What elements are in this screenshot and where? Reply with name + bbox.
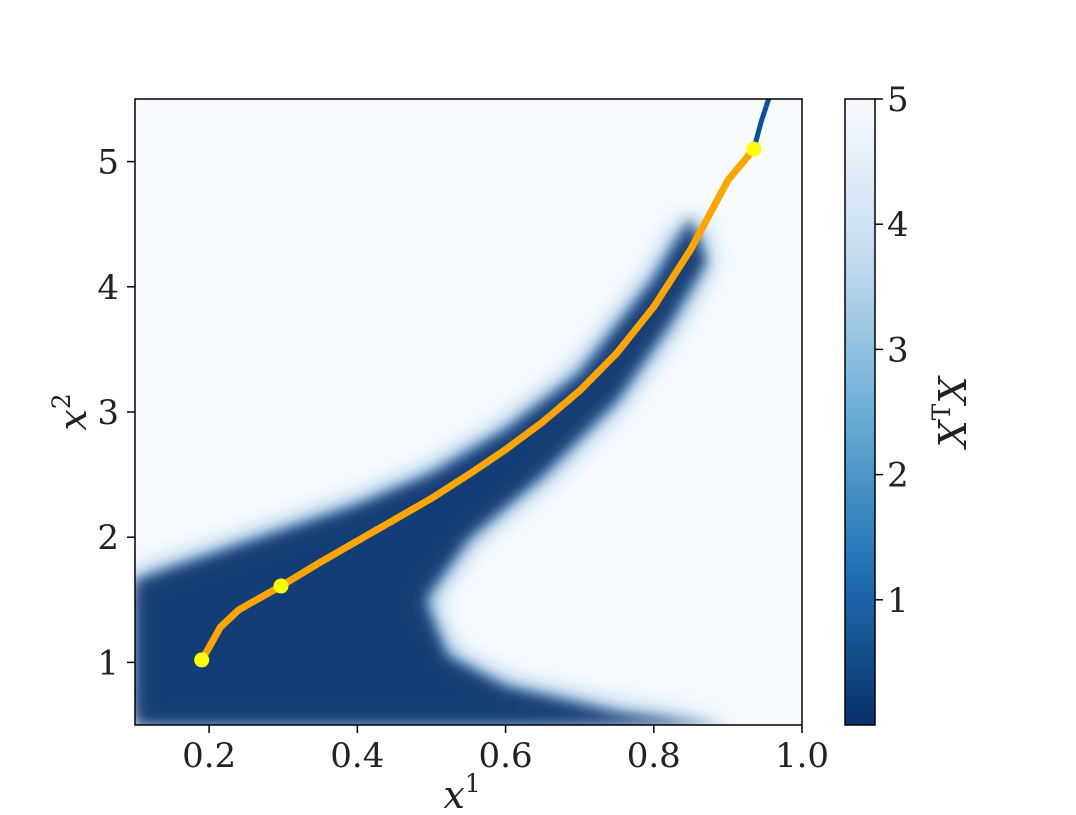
y-axis-label-base: x (51, 409, 95, 430)
colorbar: 1 2 3 4 5 XTX (844, 80, 975, 726)
heatmap-layer (135, 217, 728, 725)
colorbar-label-tail: X (931, 375, 975, 407)
series-layer (194, 99, 772, 668)
colorbar-label-base: X (931, 418, 975, 450)
y-tick-label: 4 (97, 268, 119, 308)
colorbar-tick-label: 4 (887, 205, 909, 245)
colorbar-tick-label: 2 (887, 456, 909, 496)
colorbar-tick-label: 5 (887, 80, 909, 120)
x-tick-label: 0.4 (330, 736, 384, 776)
colorbar-label-sup: T (927, 403, 956, 420)
colorbar-label-group: XTX (927, 375, 975, 451)
path-point (194, 652, 210, 668)
x-axis-label: x1 (443, 769, 480, 815)
x-axis-label-base: x (443, 773, 464, 815)
x-tick-label: 0.8 (627, 736, 681, 776)
y-tick-label: 2 (97, 518, 119, 558)
y-axis: 1 2 3 4 5 (97, 143, 135, 683)
path-point (273, 578, 289, 594)
x-tick-label: 0.6 (479, 736, 533, 776)
y-tick-label: 1 (97, 643, 119, 683)
colorbar-tick-label: 1 (887, 581, 909, 621)
colorbar-gradient (844, 98, 876, 726)
x-tick-label: 1.0 (775, 736, 829, 776)
path-point (746, 141, 762, 157)
path-line (198, 145, 758, 664)
x-axis-label-sup: 1 (465, 769, 481, 798)
y-axis-label-group: x2 (47, 393, 95, 430)
x-tick-label: 0.2 (182, 736, 236, 776)
colorbar-tick-label: 3 (887, 330, 909, 370)
heatmap-low-region (135, 217, 728, 725)
y-tick-label: 3 (97, 393, 119, 433)
path-extension-line (751, 99, 772, 152)
x-axis: 0.2 0.4 0.6 0.8 1.0 (182, 725, 829, 776)
y-axis-label-sup: 2 (47, 393, 76, 409)
y-tick-label: 5 (97, 143, 119, 183)
y-axis-label: x2 (47, 393, 95, 430)
plot-area (134, 98, 803, 726)
colorbar-ticks: 1 2 3 4 5 (875, 80, 909, 621)
colorbar-label: XTX (927, 375, 975, 451)
